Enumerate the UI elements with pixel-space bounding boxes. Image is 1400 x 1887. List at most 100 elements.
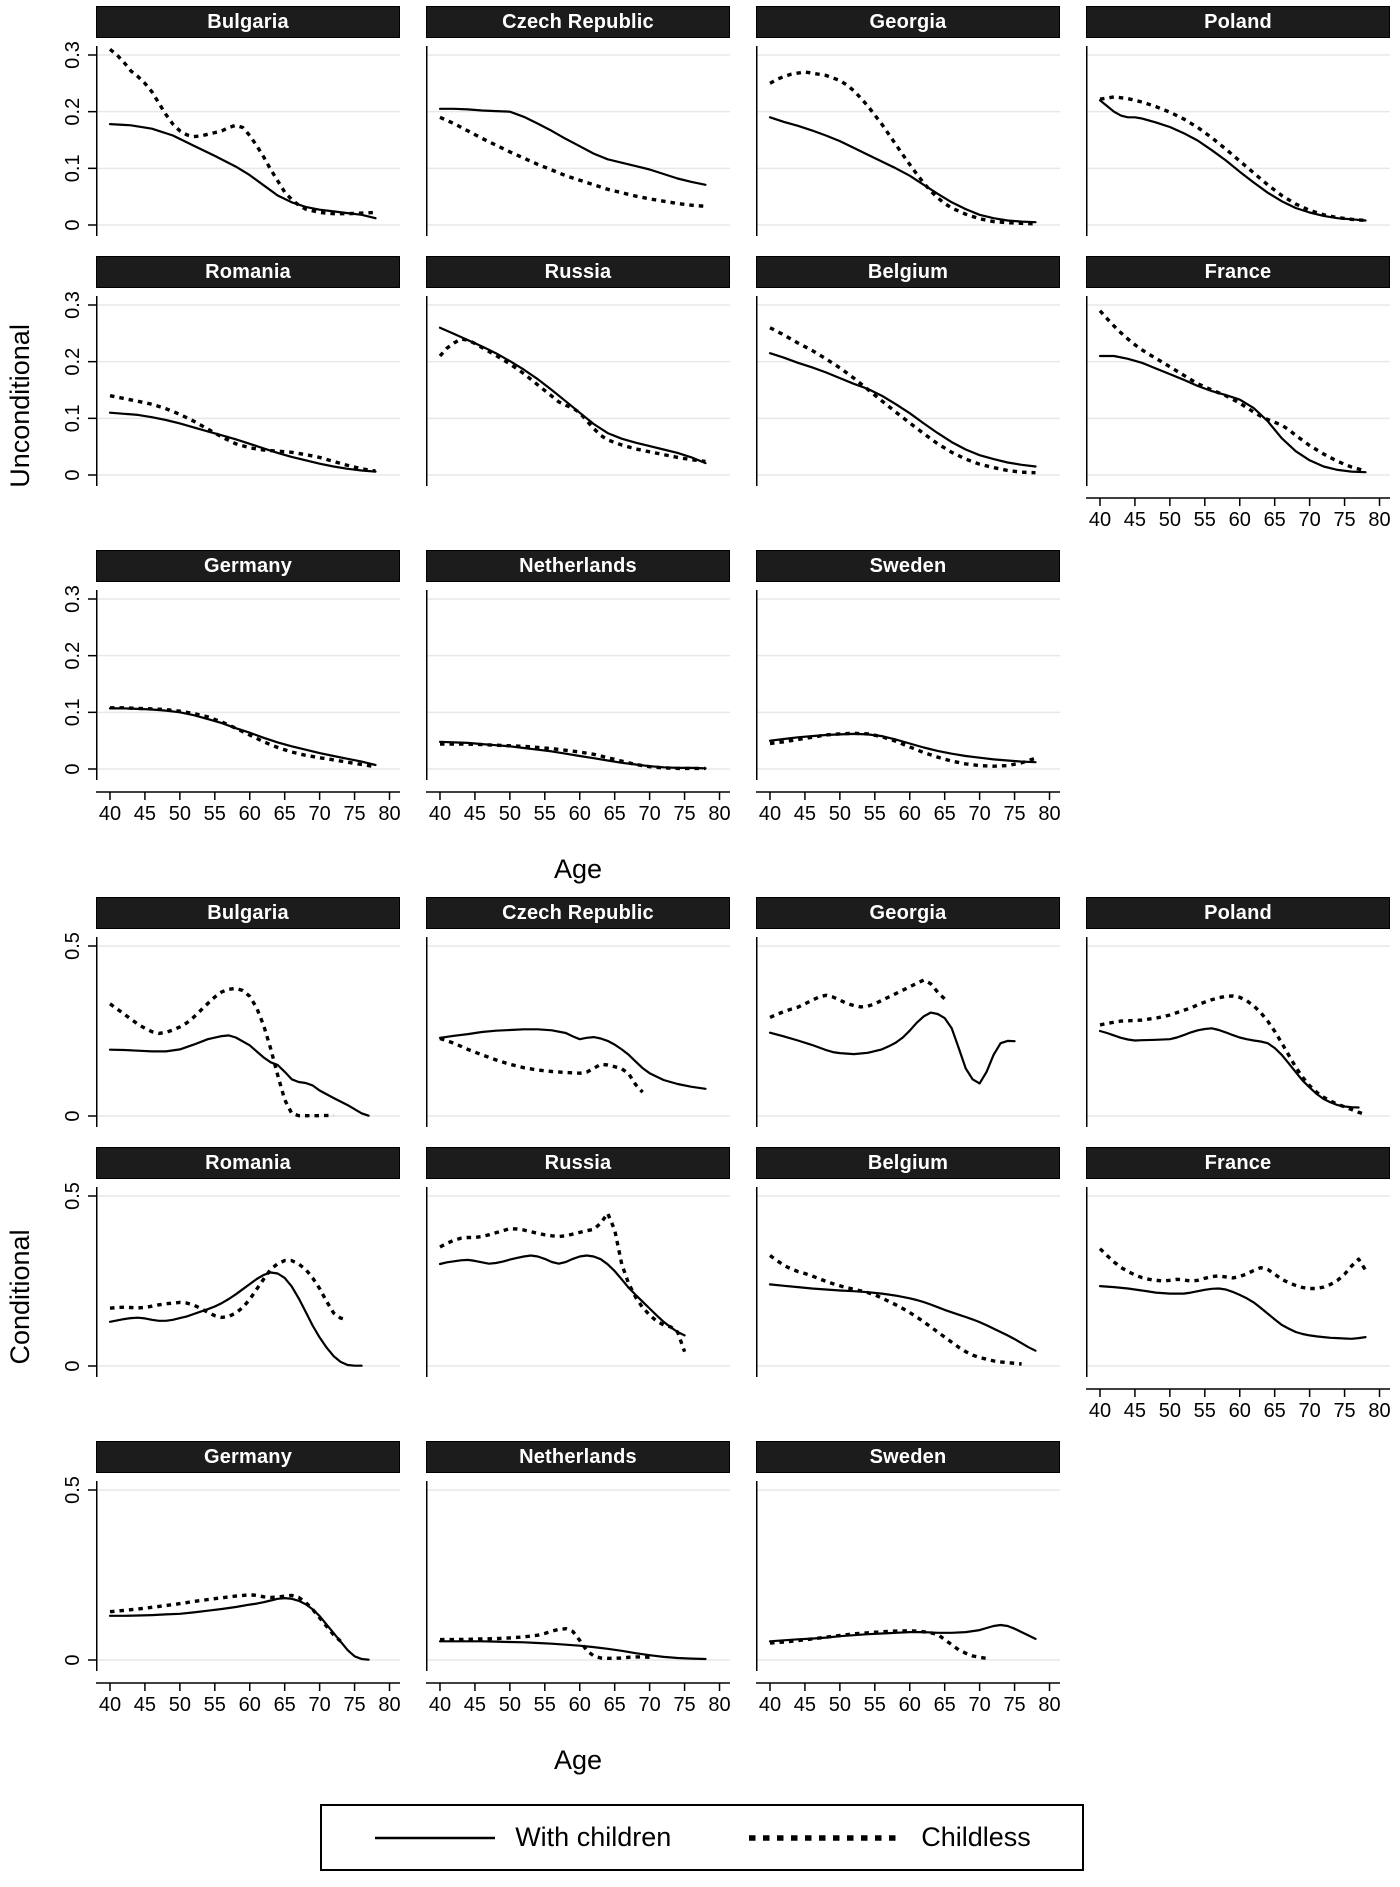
panel-russia-conditional: Russia bbox=[426, 1147, 730, 1427]
y-tick-label: 0.1 bbox=[62, 404, 84, 432]
x-tick-label: 80 bbox=[1368, 509, 1390, 531]
chart-czech-republic-unconditional bbox=[426, 46, 730, 236]
chart-france-conditional: 40 45 50 55 60 65 70 75 80 bbox=[1086, 1187, 1391, 1422]
series-with-children bbox=[438, 1254, 686, 1337]
x-tick-label: 75 bbox=[1003, 1694, 1025, 1716]
x-tick-label: 55 bbox=[204, 1694, 226, 1716]
x-tick-label: 60 bbox=[1229, 1400, 1251, 1422]
x-tick-label: 60 bbox=[239, 1694, 261, 1716]
series-childless bbox=[1099, 95, 1366, 223]
series-childless bbox=[769, 70, 1036, 226]
x-tick-label: 45 bbox=[1124, 1400, 1146, 1422]
panel-title-georgia: Georgia bbox=[756, 897, 1060, 929]
x-tick-label: 65 bbox=[1264, 1400, 1286, 1422]
x-tick-label: 70 bbox=[639, 803, 661, 825]
x-tick-label: 70 bbox=[1299, 509, 1321, 531]
panel-title-belgium: Belgium bbox=[756, 256, 1060, 288]
series-with-children bbox=[768, 352, 1037, 468]
x-tick-label: 80 bbox=[708, 803, 730, 825]
x-tick-label: 50 bbox=[829, 1694, 851, 1716]
series-with-children bbox=[768, 1623, 1037, 1643]
x-tick-label: 55 bbox=[864, 803, 886, 825]
panel-title-bulgaria: Bulgaria bbox=[96, 897, 400, 929]
panel-title-france: France bbox=[1086, 256, 1390, 288]
x-tick-label: 65 bbox=[1264, 509, 1286, 531]
series-with-children bbox=[1098, 354, 1367, 474]
panel-title-georgia: Georgia bbox=[756, 6, 1060, 38]
panel-georgia-unconditional: Georgia bbox=[756, 6, 1060, 242]
panel-georgia-conditional: Georgia bbox=[756, 897, 1060, 1133]
y-tick-label: 0 bbox=[62, 763, 84, 774]
y-axis-title-unconditional: Unconditional bbox=[5, 324, 35, 488]
panel-title-netherlands: Netherlands bbox=[426, 550, 730, 582]
series-with-children bbox=[438, 1640, 707, 1661]
chart-netherlands-conditional: 40 45 50 55 60 65 70 75 80 bbox=[426, 1481, 731, 1716]
x-tick-label: 40 bbox=[99, 803, 121, 825]
x-tick-label: 50 bbox=[499, 1694, 521, 1716]
legend: With children Childless bbox=[320, 1804, 1084, 1871]
y-tick-label: 0.5 bbox=[62, 932, 84, 960]
x-tick-label: 75 bbox=[343, 803, 365, 825]
chart-georgia-conditional bbox=[756, 937, 1060, 1127]
panel-poland-conditional: Poland bbox=[1086, 897, 1390, 1133]
x-tick-label: 55 bbox=[534, 803, 556, 825]
series-with-children bbox=[108, 411, 377, 473]
series-with-children bbox=[768, 1283, 1037, 1352]
chart-germany-conditional: 0 0.5 40 45 50 55 60 65 70 75 80 bbox=[62, 1476, 401, 1716]
x-tick-label: 70 bbox=[1299, 1400, 1321, 1422]
x-tick-label: 50 bbox=[169, 1694, 191, 1716]
chart-bulgaria-unconditional: 0 0.1 0.2 0.3 bbox=[62, 41, 400, 236]
x-tick-label: 75 bbox=[673, 1694, 695, 1716]
x-tick-label: 45 bbox=[794, 1694, 816, 1716]
panel-netherlands-conditional: Netherlands 40 45 50 55 60 65 70 75 80 bbox=[426, 1441, 731, 1721]
chart-belgium-conditional bbox=[756, 1187, 1060, 1377]
panel-romania-conditional: Romania 0 0.5 bbox=[62, 1147, 400, 1427]
panel-title-france: France bbox=[1086, 1147, 1390, 1179]
series-childless bbox=[769, 978, 946, 1019]
series-childless bbox=[108, 986, 334, 1118]
chart-russia-unconditional bbox=[426, 296, 730, 486]
series-with-children bbox=[768, 116, 1037, 224]
panel-czech-republic-conditional: Czech Republic bbox=[426, 897, 730, 1133]
x-tick-label: 45 bbox=[134, 1694, 156, 1716]
x-tick-label: 70 bbox=[969, 803, 991, 825]
series-with-children bbox=[1098, 1284, 1367, 1340]
series-childless bbox=[438, 337, 706, 464]
x-tick-label: 60 bbox=[569, 803, 591, 825]
y-tick-label: 0.2 bbox=[62, 642, 84, 670]
section-unconditional: Unconditional Bulgaria 0 0.1 0.2 0.3 Czech Re… bbox=[4, 6, 1400, 887]
series-with-children bbox=[438, 326, 707, 465]
x-tick-label: 40 bbox=[429, 1694, 451, 1716]
panel-title-romania: Romania bbox=[96, 1147, 400, 1179]
x-axis-title-unconditional: Age bbox=[553, 854, 603, 884]
chart-grid-conditional: Bulgaria 0 0.5 Czech Republic Georgia Poland R… bbox=[6, 897, 1400, 1778]
y-tick-label: 0 bbox=[62, 1654, 84, 1665]
empty-cell bbox=[1086, 1441, 1390, 1721]
x-tick-label: 40 bbox=[1089, 509, 1111, 531]
panel-bulgaria-unconditional: Bulgaria 0 0.1 0.2 0.3 bbox=[62, 6, 400, 242]
x-tick-label: 40 bbox=[1089, 1400, 1111, 1422]
chart-germany-unconditional: 0 0.1 0.2 0.3 40 45 50 55 60 65 70 75 80 bbox=[62, 585, 401, 825]
x-tick-label: 55 bbox=[1194, 509, 1216, 531]
panel-title-czech-republic: Czech Republic bbox=[426, 897, 730, 929]
x-tick-label: 65 bbox=[274, 1694, 296, 1716]
x-tick-label: 65 bbox=[604, 803, 626, 825]
series-with-children bbox=[768, 732, 1037, 764]
x-tick-label: 70 bbox=[969, 1694, 991, 1716]
x-tick-label: 55 bbox=[1194, 1400, 1216, 1422]
panel-sweden-unconditional: Sweden 40 45 50 55 60 65 70 75 80 bbox=[756, 550, 1061, 830]
y-tick-label: 0 bbox=[62, 469, 84, 480]
legend-label-childless: Childless bbox=[921, 1822, 1031, 1852]
panel-netherlands-unconditional: Netherlands 40 45 50 55 60 65 70 75 80 bbox=[426, 550, 731, 830]
x-tick-label: 40 bbox=[759, 1694, 781, 1716]
x-tick-label: 80 bbox=[1368, 1400, 1390, 1422]
panel-title-russia: Russia bbox=[426, 1147, 730, 1179]
x-tick-label: 65 bbox=[934, 1694, 956, 1716]
series-childless bbox=[1099, 994, 1367, 1117]
series-with-children bbox=[108, 1034, 370, 1117]
series-with-children bbox=[768, 1011, 1016, 1085]
chart-poland-conditional bbox=[1086, 937, 1390, 1127]
y-tick-label: 0.2 bbox=[62, 98, 84, 126]
chart-netherlands-unconditional: 40 45 50 55 60 65 70 75 80 bbox=[426, 590, 731, 825]
x-tick-label: 65 bbox=[274, 803, 296, 825]
